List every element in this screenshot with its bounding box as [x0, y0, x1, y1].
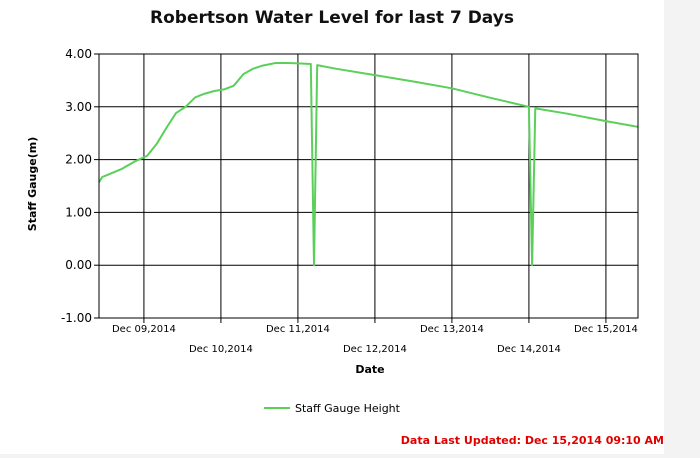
x-tick-label: Dec 15,2014 [574, 324, 638, 335]
chart-svg: 4.003.002.001.000.00-1.00 Dec 09,2014Dec… [26, 47, 639, 415]
chart-title: Robertson Water Level for last 7 Days [150, 8, 514, 28]
y-tick-label: 1.00 [65, 205, 92, 219]
series-line-staff-gauge-height [98, 62, 639, 267]
y-tick-label: 2.00 [65, 153, 92, 167]
y-tick-label: 0.00 [65, 258, 92, 272]
x-tick-labels: Dec 09,2014 Dec 10,2014 Dec 11,2014 Dec 12,… [112, 324, 638, 355]
y-tick-label: -1.00 [61, 311, 92, 325]
last-updated-text: Data Last Updated: Dec 15,2014 09:10 AM [400, 434, 664, 447]
x-tick-label: Dec 13,2014 [420, 324, 484, 335]
x-tick-label: Dec 09,2014 [112, 324, 176, 335]
x-axis-title: Date [355, 363, 384, 376]
plot-frame [98, 53, 639, 319]
grid-layer [94, 53, 638, 323]
x-tick-label: Dec 11,2014 [266, 324, 330, 335]
y-tick-labels: 4.00 3.00 2.00 1.00 0.00 -1.00 [61, 47, 92, 325]
x-tick-label: Dec 14,2014 [497, 344, 561, 355]
y-tick-label: 3.00 [65, 100, 92, 114]
legend-label: Staff Gauge Height [295, 402, 401, 415]
x-tick-label: Dec 12,2014 [343, 344, 407, 355]
series-layer [98, 62, 639, 267]
chart-panel: Robertson Water Level for last 7 Days 4.… [0, 0, 664, 454]
x-tick-label: Dec 10,2014 [189, 344, 253, 355]
y-tick-label: 4.00 [65, 47, 92, 61]
last-updated-note: Data Last Updated: Dec 15,2014 09:10 AM [0, 434, 664, 447]
y-axis-title: Staff Gauge(m) [26, 137, 39, 231]
legend: Staff Gauge Height [264, 402, 401, 415]
